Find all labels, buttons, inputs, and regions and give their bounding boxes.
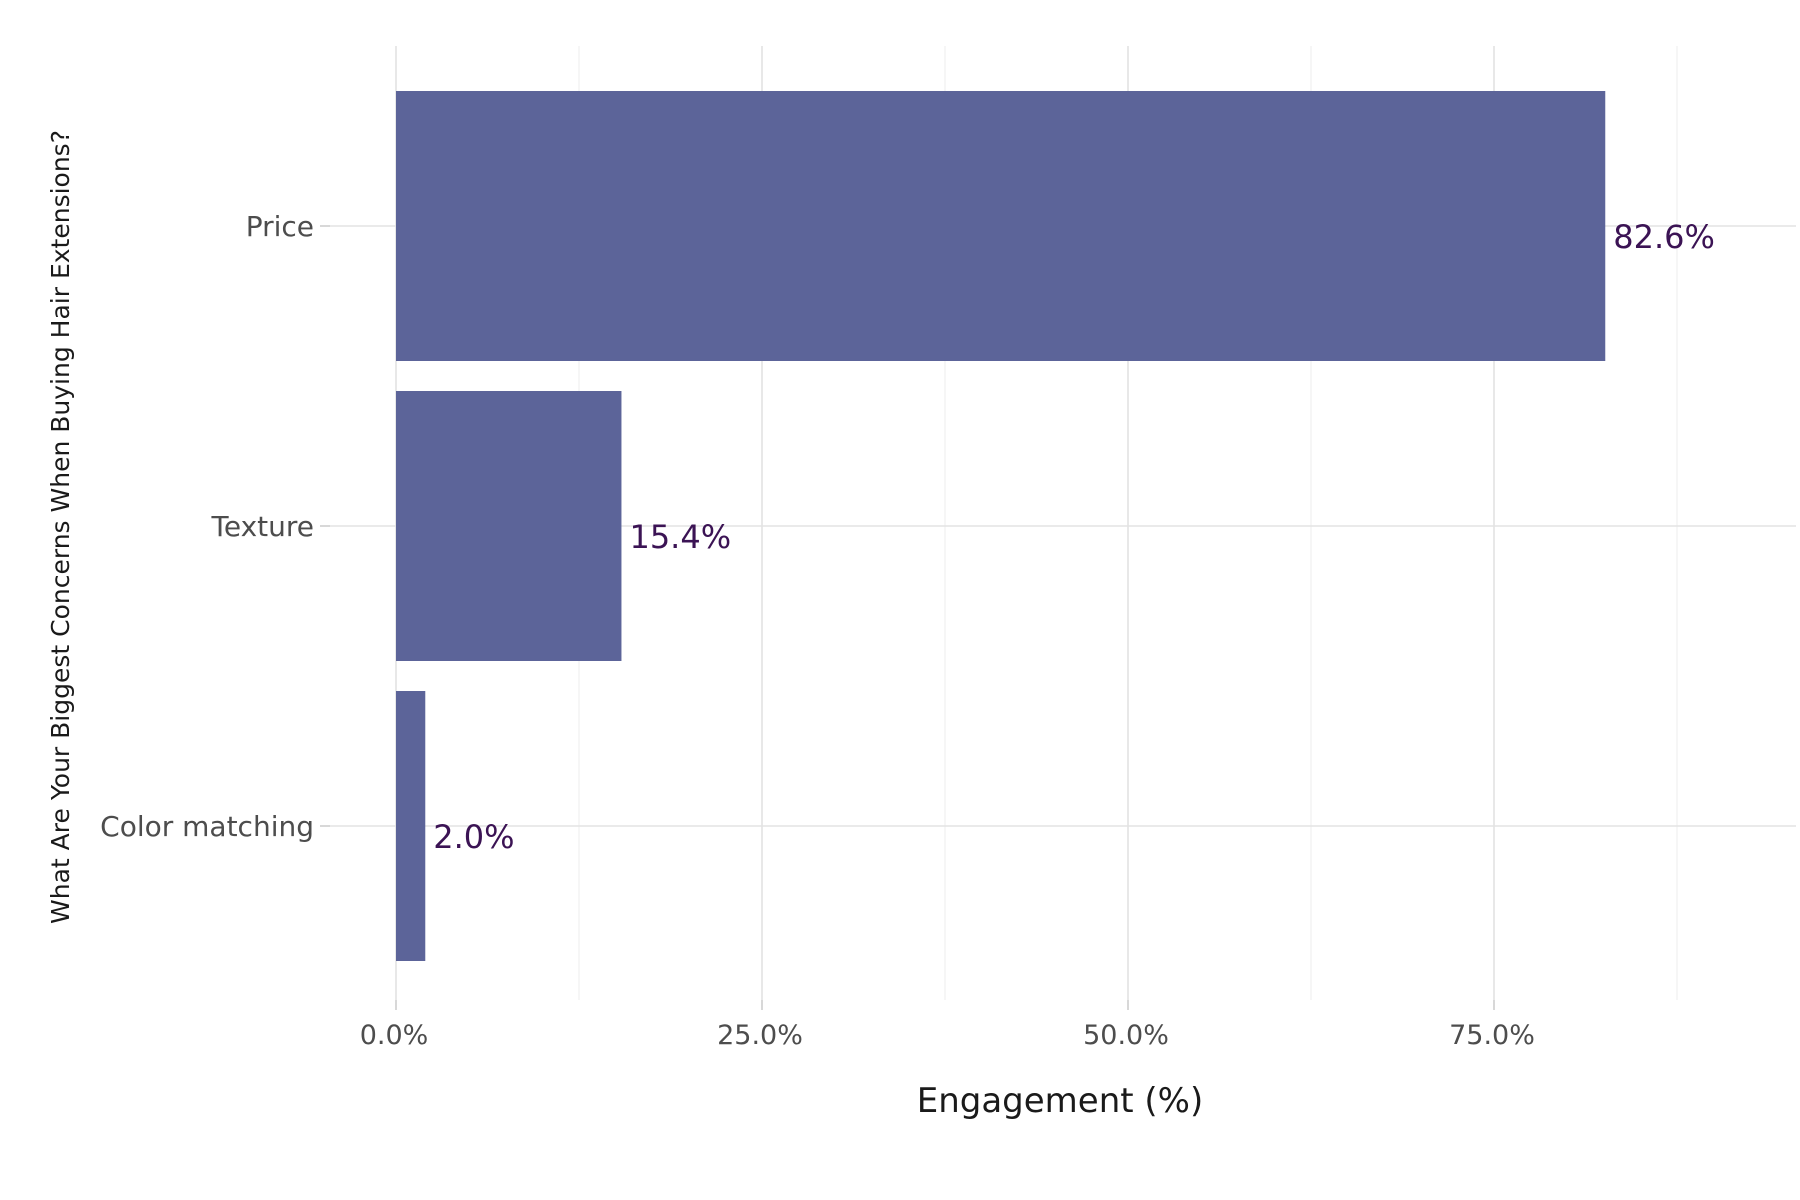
value-labels: 82.6% 15.4% 2.0% bbox=[433, 218, 1715, 856]
y-category-label: Price bbox=[246, 210, 314, 243]
x-axis-title: Engagement (%) bbox=[917, 1081, 1204, 1121]
y-category-label: Texture bbox=[211, 510, 315, 543]
bar-value-label: 82.6% bbox=[1613, 218, 1715, 256]
bar-value-label: 15.4% bbox=[629, 518, 731, 556]
bar bbox=[396, 691, 426, 961]
bar bbox=[396, 91, 1606, 361]
x-tick-label: 25.0% bbox=[717, 1020, 803, 1051]
bar-value-label: 2.0% bbox=[433, 818, 514, 856]
bars bbox=[396, 91, 1606, 961]
y-axis-category-labels: Price Texture Color matching bbox=[100, 210, 314, 843]
y-category-label: Color matching bbox=[100, 810, 314, 843]
x-tick-label: 0.0% bbox=[360, 1020, 429, 1051]
y-axis-title: What Are Your Biggest Concerns When Buyi… bbox=[46, 130, 75, 924]
x-tick-label: 50.0% bbox=[1083, 1020, 1169, 1051]
x-axis-tick-labels: 0.0% 25.0% 50.0% 75.0% bbox=[360, 1020, 1535, 1051]
x-tick-label: 75.0% bbox=[1449, 1020, 1535, 1051]
bar bbox=[396, 391, 622, 661]
